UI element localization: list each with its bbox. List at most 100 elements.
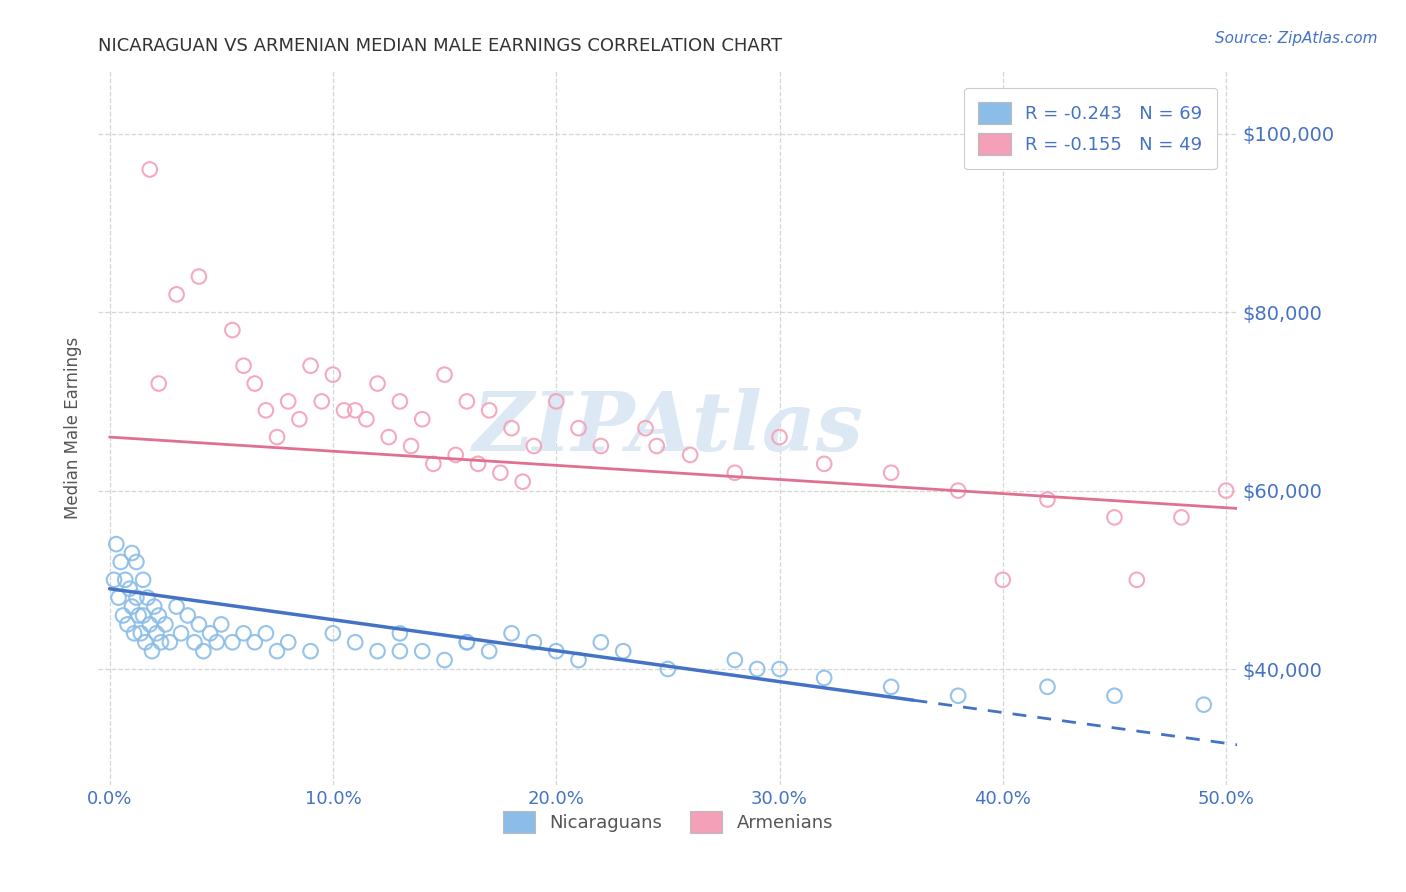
Point (155, 617, 177, 632)
Point (221, 635, 243, 649)
Point (141, 644, 163, 658)
Y-axis label: Median Male Earnings: Median Male Earnings (65, 337, 83, 519)
Point (991, 573, 1014, 587)
Point (149, 635, 172, 649)
Point (1126, 573, 1149, 587)
Point (129, 626, 152, 640)
Point (523, 439, 546, 453)
Point (456, 635, 478, 649)
Point (322, 626, 344, 640)
Point (388, 394, 411, 409)
Point (645, 439, 668, 453)
Point (478, 644, 501, 658)
Point (388, 644, 411, 658)
Point (512, 475, 534, 489)
Point (657, 662, 679, 676)
Point (299, 359, 322, 373)
Point (1192, 698, 1215, 712)
Point (277, 635, 299, 649)
Point (232, 359, 254, 373)
Point (254, 626, 277, 640)
Point (880, 466, 903, 480)
Point (634, 421, 657, 435)
Point (1036, 492, 1059, 507)
Point (523, 635, 546, 649)
Point (125, 555, 148, 569)
Point (103, 573, 125, 587)
Point (724, 653, 747, 667)
Point (125, 591, 148, 605)
Point (243, 376, 266, 391)
Point (768, 662, 790, 676)
Point (143, 599, 166, 614)
Point (128, 608, 150, 623)
Point (567, 421, 589, 435)
Point (166, 287, 188, 301)
Point (288, 412, 311, 426)
Text: Source: ZipAtlas.com: Source: ZipAtlas.com (1215, 31, 1378, 46)
Point (1104, 510, 1126, 524)
Point (111, 608, 134, 623)
Point (132, 573, 155, 587)
Point (589, 635, 612, 649)
Point (467, 457, 489, 471)
Point (489, 466, 512, 480)
Point (1036, 680, 1059, 694)
Point (747, 662, 769, 676)
Point (183, 635, 205, 649)
Point (159, 635, 181, 649)
Point (209, 617, 232, 632)
Point (344, 403, 367, 417)
Point (367, 376, 389, 391)
Point (134, 635, 156, 649)
Point (367, 644, 389, 658)
Point (377, 430, 399, 444)
Point (444, 448, 467, 462)
Point (243, 635, 266, 649)
Point (299, 644, 322, 658)
Point (198, 626, 221, 640)
Point (136, 591, 159, 605)
Legend: Nicaraguans, Armenians: Nicaraguans, Armenians (488, 797, 848, 847)
Point (166, 599, 188, 614)
Point (121, 546, 143, 560)
Point (105, 537, 128, 551)
Point (122, 626, 145, 640)
Point (266, 430, 288, 444)
Point (145, 626, 167, 640)
Point (333, 403, 356, 417)
Point (946, 689, 969, 703)
Point (170, 626, 193, 640)
Point (177, 608, 200, 623)
Point (546, 394, 568, 409)
Point (254, 403, 277, 417)
Point (187, 269, 209, 284)
Point (110, 555, 132, 569)
Point (880, 680, 903, 694)
Point (1215, 483, 1237, 498)
Point (322, 368, 344, 382)
Point (567, 653, 589, 667)
Point (422, 457, 444, 471)
Point (117, 617, 139, 632)
Point (121, 599, 143, 614)
Point (232, 626, 254, 640)
Point (221, 323, 243, 337)
Point (612, 644, 634, 658)
Point (768, 430, 790, 444)
Point (205, 635, 228, 649)
Point (107, 591, 129, 605)
Point (456, 635, 478, 649)
Point (344, 635, 367, 649)
Point (139, 617, 162, 632)
Point (1104, 689, 1126, 703)
Point (193, 644, 215, 658)
Point (546, 644, 568, 658)
Point (114, 573, 136, 587)
Point (266, 644, 288, 658)
Point (433, 368, 456, 382)
Point (501, 626, 523, 640)
Point (813, 457, 835, 471)
Text: NICARAGUAN VS ARMENIAN MEDIAN MALE EARNINGS CORRELATION CHART: NICARAGUAN VS ARMENIAN MEDIAN MALE EARNI… (98, 37, 783, 54)
Point (433, 653, 456, 667)
